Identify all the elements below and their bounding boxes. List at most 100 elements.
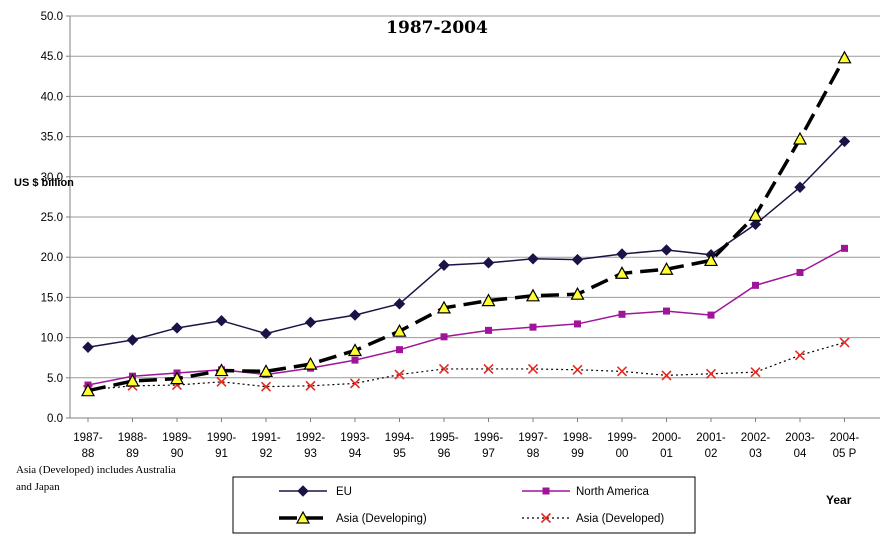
marker-stroke: [616, 366, 628, 377]
marker-stroke: [260, 381, 272, 392]
marker-stroke: [305, 380, 316, 391]
x-tick-label: 1993-: [340, 432, 370, 444]
data-point: [438, 259, 450, 271]
legend-box: [232, 476, 696, 534]
data-point: [347, 343, 363, 357]
data-point: [82, 341, 94, 353]
data-point: [481, 293, 496, 307]
data-point: [794, 181, 806, 193]
data-point: [527, 253, 539, 265]
x-tick-label: 01: [660, 448, 673, 460]
marker-stroke: [527, 363, 539, 375]
data-point: [80, 383, 96, 397]
y-tick-label: 50.0: [41, 11, 63, 23]
annotation-line-1: Asia (Developed) includes Australia: [16, 464, 176, 476]
y-axis-label: US $ billion: [14, 177, 74, 189]
legend-label: Asia (Developing): [336, 513, 427, 525]
y-tick-label: 25.0: [41, 212, 63, 224]
chart-title-fragment: 1987-2004: [386, 18, 488, 38]
x-tick-label: 96: [438, 448, 451, 460]
data-point: [614, 266, 630, 279]
legend-marker: [542, 487, 550, 495]
marker-stroke: [483, 363, 494, 375]
legend-marker: [540, 512, 552, 524]
data-point: [796, 268, 804, 276]
data-point: [126, 334, 139, 346]
y-tick-labels: 0.0 5.0 10.0 15.0 20.0 25.0 30.0 35.0 40.0 45.0 50…: [41, 11, 63, 425]
data-point: [707, 311, 715, 319]
legend-marker: [295, 510, 311, 524]
x-tick-label: 2000-: [652, 432, 682, 444]
y-tick-label: 35.0: [41, 132, 63, 144]
legend-item-asia-developed: Asia (Developed): [522, 512, 664, 525]
marker-stroke: [794, 350, 806, 361]
data-point: [663, 307, 670, 315]
legend-marker: [297, 485, 309, 497]
series-line: [87, 56, 847, 393]
x-tick-label: 91: [215, 448, 228, 460]
data-point: [570, 286, 585, 300]
legend-label: Asia (Developed): [576, 513, 664, 525]
data-point: [349, 309, 361, 321]
legend-label: North America: [576, 486, 649, 498]
marker-stroke: [349, 378, 361, 389]
series-line: [87, 140, 846, 348]
data-point: [841, 244, 848, 252]
data-point: [169, 371, 185, 385]
y-tick-label: 45.0: [41, 51, 63, 63]
gridlines: [66, 15, 880, 419]
data-point: [750, 367, 761, 378]
data-point: [260, 327, 272, 340]
marker-stroke: [438, 363, 450, 375]
x-tick-label: 1992-: [296, 432, 326, 444]
x-tick-label: 89: [126, 448, 139, 460]
marker-stroke: [705, 368, 717, 379]
x-tick-label: 94: [349, 448, 362, 460]
y-tick-label: 20.0: [41, 252, 63, 264]
x-tick-label: 2001-: [696, 432, 726, 444]
data-point: [574, 320, 581, 328]
x-tick-label: 1999-: [607, 432, 637, 444]
x-tick-label: 88: [82, 448, 95, 460]
y-tick-label: 40.0: [41, 91, 63, 103]
data-point: [703, 253, 719, 267]
y-tick-label: 10.0: [41, 333, 63, 345]
series-layer: [80, 50, 852, 397]
marker-stroke: [572, 364, 583, 375]
data-point: [438, 363, 450, 375]
x-tick-label: 1988-: [118, 432, 148, 444]
x-axis-label: Year: [826, 493, 852, 507]
data-point: [304, 316, 317, 329]
x-tick-label: 04: [794, 448, 807, 460]
x-tick-label: 1994-: [385, 432, 415, 444]
data-point: [482, 257, 495, 269]
x-tick-label: 93: [304, 448, 317, 460]
x-tick-label: 99: [571, 448, 584, 460]
data-point: [216, 376, 227, 387]
x-tick-label: 2004-: [830, 432, 860, 444]
data-point: [616, 248, 628, 260]
x-tick-label: 1989-: [162, 432, 192, 444]
x-tick-label: 97: [482, 448, 495, 460]
legend: EU North America Asia (Developing) Asia (De…: [279, 485, 664, 525]
data-point: [171, 322, 183, 334]
y-tick-label: 0.0: [47, 413, 63, 425]
data-point: [258, 364, 274, 377]
series-line: [87, 341, 845, 391]
x-tick-label: 1990-: [207, 432, 237, 444]
x-tick-label: 00: [616, 448, 629, 460]
legend-item-eu: EU: [279, 485, 352, 498]
marker-stroke: [216, 376, 227, 387]
series-asia-developed: [82, 337, 850, 395]
data-point: [351, 356, 359, 364]
data-point: [705, 368, 717, 379]
data-point: [661, 370, 672, 381]
data-point: [752, 281, 759, 289]
x-tick-label: 1987-: [73, 432, 103, 444]
legend-label: EU: [336, 486, 352, 498]
data-point: [749, 218, 762, 230]
marker-stroke: [661, 370, 672, 381]
data-point: [794, 350, 806, 361]
data-point: [525, 288, 541, 302]
